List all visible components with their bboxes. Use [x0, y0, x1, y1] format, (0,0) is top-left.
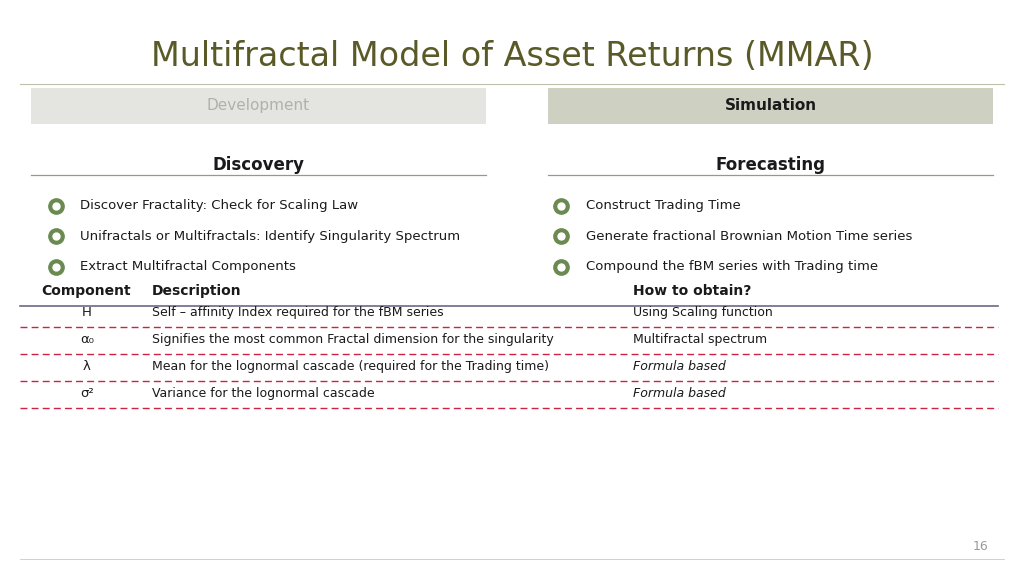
Text: H: H	[82, 306, 92, 319]
Text: λ: λ	[83, 361, 91, 373]
Text: Component: Component	[41, 284, 131, 298]
Text: Forecasting: Forecasting	[716, 156, 825, 173]
Text: Unifractals or Multifractals: Identify Singularity Spectrum: Unifractals or Multifractals: Identify S…	[80, 230, 460, 242]
Text: Formula based: Formula based	[633, 388, 726, 400]
Text: Extract Multifractal Components: Extract Multifractal Components	[80, 260, 296, 273]
Text: Signifies the most common Fractal dimension for the singularity: Signifies the most common Fractal dimens…	[152, 334, 553, 346]
Text: Mean for the lognormal cascade (required for the Trading time): Mean for the lognormal cascade (required…	[152, 361, 549, 373]
Text: 16: 16	[973, 540, 988, 553]
FancyBboxPatch shape	[548, 88, 993, 124]
Text: Self – affinity Index required for the fBM series: Self – affinity Index required for the f…	[152, 306, 443, 319]
FancyBboxPatch shape	[31, 88, 486, 124]
Text: Discover Fractality: Check for Scaling Law: Discover Fractality: Check for Scaling L…	[80, 199, 358, 212]
Text: Multifractal Model of Asset Returns (MMAR): Multifractal Model of Asset Returns (MMA…	[151, 40, 873, 73]
Text: Construct Trading Time: Construct Trading Time	[586, 199, 740, 212]
Text: σ²: σ²	[80, 388, 94, 400]
Text: Using Scaling function: Using Scaling function	[633, 306, 772, 319]
Text: How to obtain?: How to obtain?	[633, 284, 752, 298]
Text: Development: Development	[207, 98, 310, 113]
Text: Formula based: Formula based	[633, 361, 726, 373]
Text: Compound the fBM series with Trading time: Compound the fBM series with Trading tim…	[586, 260, 878, 273]
Text: Variance for the lognormal cascade: Variance for the lognormal cascade	[152, 388, 374, 400]
Text: Simulation: Simulation	[725, 98, 816, 113]
Text: Multifractal spectrum: Multifractal spectrum	[633, 334, 767, 346]
Text: Description: Description	[152, 284, 242, 298]
Text: Generate fractional Brownian Motion Time series: Generate fractional Brownian Motion Time…	[586, 230, 912, 242]
Text: α₀: α₀	[80, 334, 94, 346]
Text: Discovery: Discovery	[213, 156, 304, 173]
